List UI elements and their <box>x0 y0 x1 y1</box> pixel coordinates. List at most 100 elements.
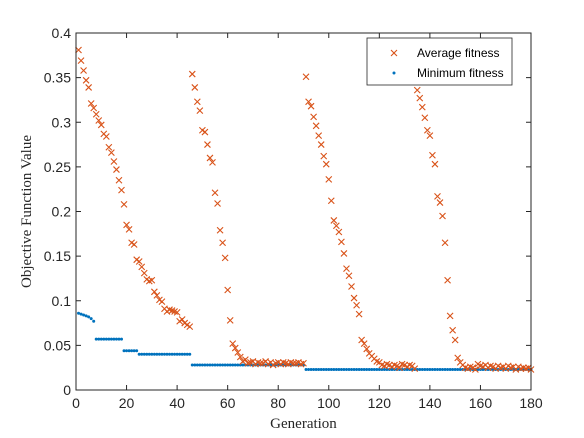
data-point-minimum-fitness <box>125 349 129 353</box>
axes: 0 20 40 60 80 100 120 140 160 180 0 0.05 0.1 0.15 0.2 0… <box>44 25 543 411</box>
data-point-average-fitness <box>305 98 312 106</box>
data-point-average-fitness <box>120 200 128 208</box>
data-point-average-fitness <box>87 100 95 107</box>
legend-box <box>366 37 513 86</box>
data-point-minimum-fitness <box>327 367 331 371</box>
data-point-minimum-fitness <box>102 337 106 341</box>
y-tick-label: 0.2 <box>52 204 72 220</box>
data-point-minimum-fitness <box>165 352 169 356</box>
data-point-average-fitness <box>454 354 462 362</box>
data-point-minimum-fitness <box>183 352 187 356</box>
data-point-average-fitness <box>125 225 133 233</box>
data-point-minimum-fitness <box>195 363 199 367</box>
data-point-average-fitness <box>105 143 113 151</box>
data-point-minimum-fitness <box>382 367 386 371</box>
data-point-minimum-fitness <box>453 367 457 371</box>
data-point-minimum-fitness <box>216 363 220 367</box>
data-point-minimum-fitness <box>77 311 81 315</box>
data-point-minimum-fitness <box>236 363 240 367</box>
data-point-minimum-fitness <box>211 363 214 367</box>
data-point-average-fitness <box>216 226 224 234</box>
data-point-average-fitness <box>360 340 368 347</box>
data-point-minimum-fitness <box>337 367 341 371</box>
x-tick-label: 160 <box>469 395 493 411</box>
data-point-average-fitness <box>325 175 333 183</box>
data-point-minimum-fitness <box>304 367 308 371</box>
data-point-minimum-fitness <box>322 367 326 371</box>
x-tick-label: 80 <box>270 395 286 411</box>
data-point-average-fitness <box>330 217 338 224</box>
data-point-average-fitness <box>118 186 125 194</box>
data-point-average-fitness <box>204 141 211 148</box>
data-point-average-fitness <box>191 84 199 91</box>
data-point-minimum-fitness <box>185 352 189 356</box>
y-tick-label: 0 <box>63 382 71 398</box>
data-point-minimum-fitness <box>307 367 311 371</box>
data-point-minimum-fitness <box>140 352 144 356</box>
data-point-minimum-fitness <box>390 367 394 371</box>
data-point-average-fitness <box>350 294 358 302</box>
data-point-average-fitness <box>115 176 123 184</box>
data-point-minimum-fitness <box>362 367 366 371</box>
data-point-minimum-fitness <box>117 337 121 341</box>
data-point-average-fitness <box>229 340 237 347</box>
data-point-average-fitness <box>363 345 371 353</box>
data-point-average-fitness <box>340 250 348 257</box>
data-point-average-fitness <box>241 356 249 364</box>
data-point-average-fitness <box>82 76 90 84</box>
y-tick-label: 0.15 <box>44 248 71 264</box>
x-tick-label: 40 <box>169 395 185 411</box>
data-point-minimum-fitness <box>92 319 96 323</box>
data-point-average-fitness <box>429 151 436 159</box>
data-point-average-fitness <box>300 359 307 367</box>
data-point-average-fitness <box>231 344 239 352</box>
data-point-average-fitness <box>343 265 350 273</box>
data-point-minimum-fitness <box>312 367 316 371</box>
data-point-minimum-fitness <box>347 367 351 371</box>
data-point-minimum-fitness <box>476 367 480 371</box>
data-point-minimum-fitness <box>481 367 485 371</box>
data-point-minimum-fitness <box>160 352 164 356</box>
data-point-average-fitness <box>436 199 444 206</box>
y-tick-label: 0.1 <box>52 293 72 309</box>
data-point-average-fitness <box>107 149 115 156</box>
data-point-minimum-fitness <box>423 367 427 371</box>
data-point-minimum-fitness <box>446 367 450 371</box>
data-point-minimum-fitness <box>342 367 346 371</box>
data-point-average-fitness <box>413 86 421 94</box>
data-point-minimum-fitness <box>456 367 460 371</box>
data-point-minimum-fitness <box>198 363 202 367</box>
data-point-minimum-fitness <box>99 337 103 341</box>
x-tick-label: 140 <box>418 395 442 411</box>
data-point-average-fitness <box>138 263 146 271</box>
data-point-minimum-fitness <box>205 363 209 367</box>
data-point-average-fitness <box>158 298 166 306</box>
data-point-minimum-fitness <box>79 312 83 316</box>
data-point-minimum-fitness <box>208 363 212 367</box>
data-point-minimum-fitness <box>145 352 149 356</box>
data-point-average-fitness <box>315 132 323 140</box>
data-point-minimum-fitness <box>226 363 230 367</box>
data-point-average-fitness <box>178 316 186 323</box>
data-point-minimum-fitness <box>82 313 86 317</box>
x-tick-label: 20 <box>119 395 135 411</box>
data-point-average-fitness <box>214 200 221 207</box>
y-tick-label: 0.35 <box>44 70 71 86</box>
data-point-minimum-fitness <box>428 367 432 371</box>
data-point-minimum-fitness <box>157 352 161 356</box>
data-point-average-fitness <box>206 154 214 162</box>
data-point-minimum-fitness <box>130 349 134 353</box>
data-point-average-fitness <box>446 312 454 320</box>
data-point-minimum-fitness <box>314 367 318 371</box>
data-point-average-fitness <box>219 239 227 247</box>
data-point-minimum-fitness <box>162 352 166 356</box>
data-point-minimum-fitness <box>309 367 313 371</box>
data-point-minimum-fitness <box>193 363 197 367</box>
data-point-minimum-fitness <box>380 367 384 371</box>
data-point-minimum-fitness <box>451 367 455 371</box>
data-point-average-fitness <box>441 239 449 247</box>
data-point-minimum-fitness <box>228 363 232 367</box>
data-point-minimum-fitness <box>200 363 204 367</box>
data-point-minimum-fitness <box>107 337 111 341</box>
